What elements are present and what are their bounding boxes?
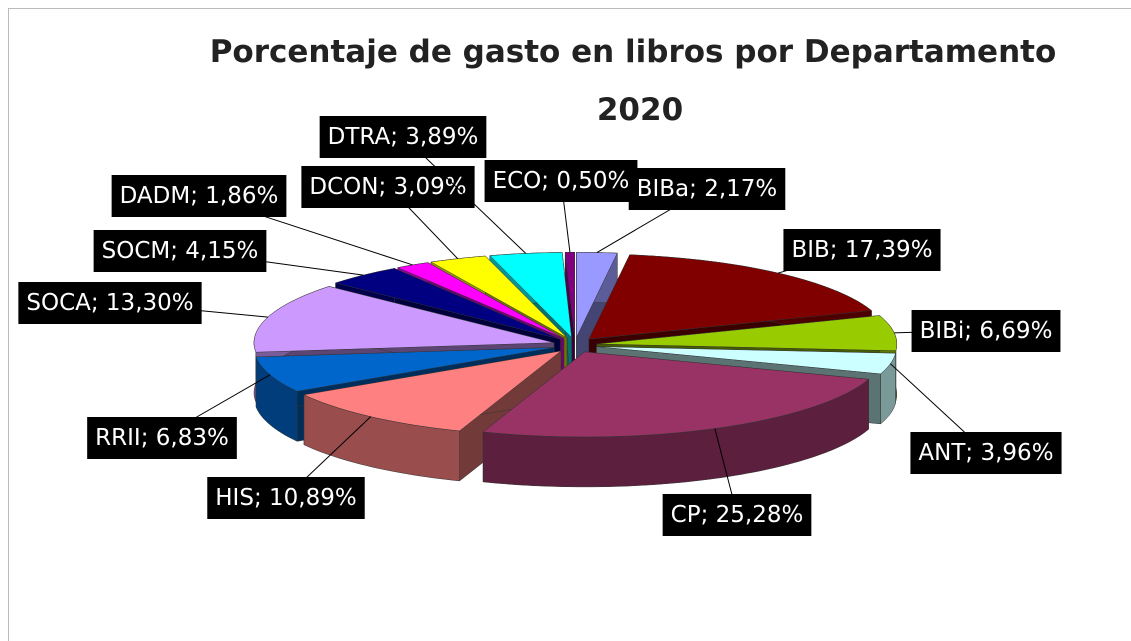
label-category: SOCM — [102, 238, 171, 264]
label-category: DTRA — [328, 124, 391, 150]
label-category: BIBa — [637, 176, 689, 202]
labels: BIBa; 2,17% BIB; 17,39% BIBi; 6,69% ANT; 3,… — [18, 116, 1062, 536]
label-box — [18, 282, 202, 324]
label-text: ANT; 3,96% — [918, 440, 1053, 466]
label-category: ANT — [918, 440, 966, 466]
label-text: SOCM; 4,15% — [102, 238, 259, 264]
label-separator: ; — [964, 318, 979, 344]
label-value: 25,28% — [716, 502, 804, 528]
slice-top — [334, 268, 561, 340]
label-value: 3,89% — [405, 124, 478, 150]
label-text: DADM; 1,86% — [120, 183, 279, 209]
label-box — [111, 175, 287, 217]
label-category: SOCA — [26, 290, 91, 316]
data-label: DADM; 1,86% — [111, 175, 287, 217]
label-separator: ; — [689, 176, 704, 202]
data-label: HIS; 10,89% — [207, 477, 365, 519]
label-value: 3,09% — [394, 174, 467, 200]
data-label: BIB; 17,39% — [783, 229, 941, 271]
label-separator: ; — [390, 124, 405, 150]
label-separator: ; — [378, 174, 393, 200]
label-value: 13,30% — [106, 290, 194, 316]
label-value: 6,83% — [156, 425, 229, 451]
label-text: CP; 25,28% — [671, 502, 804, 528]
slice-top — [588, 254, 873, 340]
label-text: ECO; 0,50% — [493, 168, 630, 194]
label-box — [484, 160, 638, 202]
label-category: DADM — [120, 183, 191, 209]
data-label: SOCA; 13,30% — [18, 282, 202, 324]
data-label: CP; 25,28% — [662, 494, 812, 536]
label-separator: ; — [965, 440, 980, 466]
label-value: 1,86% — [205, 183, 278, 209]
data-label: DTRA; 3,89% — [319, 116, 487, 158]
label-separator: ; — [91, 290, 106, 316]
label-category: RRII — [95, 425, 141, 451]
label-category: ECO — [493, 168, 542, 194]
label-value: 10,89% — [269, 485, 357, 511]
label-separator: ; — [190, 183, 205, 209]
slice-top — [303, 350, 562, 432]
label-category: CP — [671, 502, 701, 528]
label-value: 3,96% — [980, 440, 1053, 466]
data-label: DCON; 3,09% — [301, 166, 475, 208]
chart-title: Porcentaje de gasto en libros por Depart… — [210, 34, 1057, 70]
slice — [482, 351, 870, 488]
data-label: ANT; 3,96% — [910, 432, 1062, 474]
data-label: ECO; 0,50% — [484, 160, 638, 202]
data-label: BIBa; 2,17% — [628, 168, 786, 210]
data-label: SOCM; 4,15% — [93, 230, 267, 272]
label-box — [910, 432, 1062, 474]
label-box — [911, 310, 1061, 352]
label-text: HIS; 10,89% — [215, 485, 356, 511]
label-box — [783, 229, 941, 271]
slice-top — [596, 315, 898, 351]
label-box — [93, 230, 267, 272]
label-text: RRII; 6,83% — [95, 425, 229, 451]
label-category: HIS — [215, 485, 254, 511]
slice-top — [576, 252, 618, 338]
data-label: BIBi; 6,69% — [911, 310, 1061, 352]
slice-top — [430, 255, 568, 339]
label-text: BIBi; 6,69% — [920, 318, 1053, 344]
label-text: SOCA; 13,30% — [26, 290, 193, 316]
label-box — [628, 168, 786, 210]
label-value: 4,15% — [185, 238, 258, 264]
label-value: 0,50% — [556, 168, 629, 194]
label-separator: ; — [141, 425, 156, 451]
pie — [253, 252, 898, 488]
label-separator: ; — [541, 168, 556, 194]
data-label: RRII; 6,83% — [87, 417, 237, 459]
label-category: DCON — [309, 174, 378, 200]
label-box — [662, 494, 812, 536]
label-box — [87, 417, 237, 459]
slice-top — [255, 347, 555, 392]
label-category: BIBi — [920, 318, 965, 344]
label-box — [319, 116, 487, 158]
label-separator: ; — [701, 502, 716, 528]
label-separator: ; — [254, 485, 269, 511]
label-value: 6,69% — [979, 318, 1052, 344]
slice-top — [253, 286, 555, 353]
label-box — [301, 166, 475, 208]
label-text: DCON; 3,09% — [309, 174, 466, 200]
label-text: BIBa; 2,17% — [637, 176, 778, 202]
label-separator: ; — [830, 237, 845, 263]
label-value: 17,39% — [845, 237, 933, 263]
label-separator: ; — [170, 238, 185, 264]
label-category: BIB — [791, 237, 829, 263]
slice-top — [482, 351, 870, 438]
label-text: BIB; 17,39% — [791, 237, 932, 263]
label-value: 2,17% — [704, 176, 777, 202]
label-text: DTRA; 3,89% — [328, 124, 479, 150]
chart-subtitle: 2020 — [597, 92, 683, 128]
label-box — [207, 477, 365, 519]
